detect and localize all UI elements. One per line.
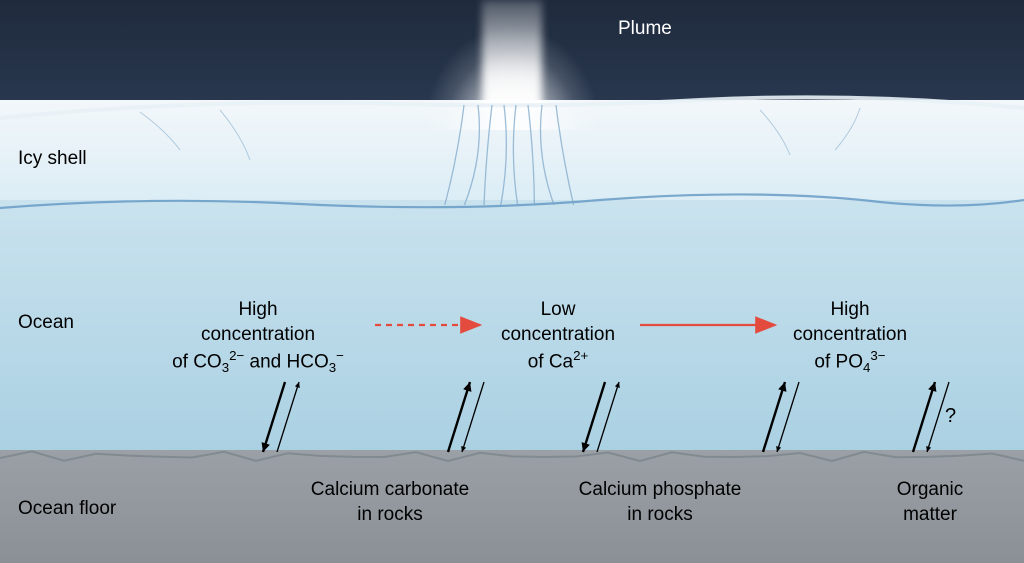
phosphate-box: Highconcentrationof PO43− xyxy=(793,298,907,377)
icy-shell-label: Icy shell xyxy=(18,148,87,170)
diagram-stage: ? Plume Icy shell Ocean Ocean floor High… xyxy=(0,0,1024,563)
carbonate-box: Highconcentrationof CO32− and HCO3− xyxy=(172,298,344,377)
calcium-phosphate-label: Calcium phosphatein rocks xyxy=(579,478,742,527)
plume-core xyxy=(482,0,542,110)
ocean-floor-label: Ocean floor xyxy=(18,498,116,520)
plume-label: Plume xyxy=(618,18,672,40)
organic-matter-label: Organicmatter xyxy=(897,478,964,527)
calcium-box: Lowconcentrationof Ca2+ xyxy=(501,298,615,375)
icy-shell-layer xyxy=(0,100,1024,210)
ocean-label: Ocean xyxy=(18,312,74,334)
ocean-floor-layer xyxy=(0,450,1024,563)
calcium-carbonate-label: Calcium carbonatein rocks xyxy=(311,478,469,527)
